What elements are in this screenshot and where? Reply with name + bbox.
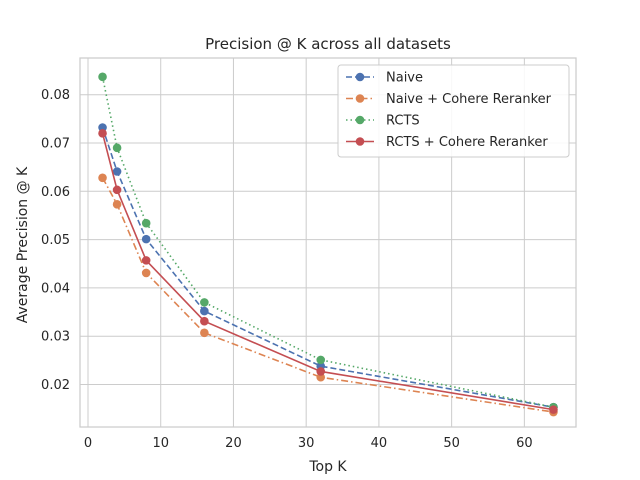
legend-label: RCTS + Cohere Reranker <box>386 135 548 150</box>
x-tick-label: 0 <box>84 436 92 451</box>
data-point <box>98 173 107 183</box>
data-point <box>141 256 151 265</box>
y-tick-label: 0.05 <box>41 233 70 248</box>
data-point <box>98 129 107 138</box>
data-point <box>200 298 209 307</box>
y-tick-label: 0.04 <box>41 281 70 296</box>
legend-item: RCTS <box>346 114 420 129</box>
series-rcts-cohere-reranker <box>98 129 558 414</box>
legend-item: Naive + Cohere Reranker <box>346 92 552 107</box>
x-axis-label: Top K <box>308 459 347 475</box>
data-point <box>200 316 209 326</box>
series-line <box>101 177 554 413</box>
data-point <box>549 405 558 414</box>
series-line <box>101 133 554 411</box>
data-point <box>98 72 107 82</box>
data-point <box>112 200 122 209</box>
legend-label: Naive + Cohere Reranker <box>386 92 552 107</box>
y-tick-label: 0.07 <box>41 137 70 152</box>
legend-marker <box>355 137 365 146</box>
x-tick-label: 60 <box>516 436 533 451</box>
x-tick-label: 10 <box>152 436 169 451</box>
legend-marker <box>355 72 365 82</box>
data-point <box>200 328 209 338</box>
legend-marker <box>355 115 365 125</box>
y-axis-label: Average Precision @ K <box>15 166 31 323</box>
legend: Naive Naive + Cohere Reranker RCTS RCTS + C… <box>337 64 570 158</box>
chart-title: Precision @ K across all datasets <box>205 35 451 53</box>
plot-frame <box>79 57 577 428</box>
x-tick-label: 50 <box>443 436 460 451</box>
y-tick-label: 0.06 <box>41 185 70 200</box>
legend-label: RCTS <box>386 114 420 129</box>
legend-marker <box>355 94 365 103</box>
legend-box <box>337 64 570 158</box>
x-tick-label: 30 <box>298 436 315 451</box>
data-point <box>112 143 122 153</box>
data-point <box>112 167 122 176</box>
data-point <box>141 234 151 244</box>
series-line <box>101 127 554 408</box>
y-tick-label: 0.02 <box>41 378 70 393</box>
data-point <box>200 306 209 316</box>
x-tick-label: 20 <box>225 436 242 451</box>
data-point <box>112 185 122 195</box>
data-point <box>316 367 326 376</box>
y-tick-label: 0.08 <box>41 88 70 103</box>
data-point <box>141 268 151 278</box>
data-point <box>316 355 326 365</box>
legend-label: Naive <box>386 71 423 86</box>
legend-item: Naive <box>346 71 423 86</box>
x-tick-label: 40 <box>371 436 388 451</box>
legend-item: RCTS + Cohere Reranker <box>346 135 548 150</box>
data-point <box>141 218 151 228</box>
y-tick-label: 0.03 <box>41 330 70 345</box>
